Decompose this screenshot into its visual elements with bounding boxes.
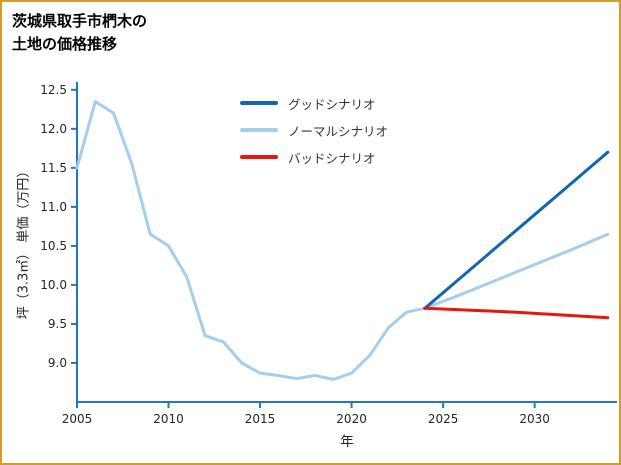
legend-item-good-scenario: グッドシナリオ [240,94,388,112]
chart-title: 茨城県取手市椚木の 土地の価格推移 [12,10,147,55]
legend-label-good-scenario: グッドシナリオ [288,96,376,112]
svg-text:11.5: 11.5 [40,161,67,175]
bad-scenario-line-swatch [240,155,278,159]
svg-text:9.0: 9.0 [48,356,67,370]
svg-text:10.0: 10.0 [40,278,67,292]
svg-text:11.0: 11.0 [40,200,67,214]
chart-legend: グッドシナリオ ノーマルシナリオ バッドシナリオ [240,94,388,166]
svg-text:2005: 2005 [62,412,93,426]
good-scenario-line-swatch [240,101,278,105]
normal-scenario-line-swatch [240,128,278,132]
legend-item-bad-scenario: バッドシナリオ [240,148,388,166]
y-axis-label: 坪（3.3㎡） 単価（万円） [16,164,32,320]
svg-text:2010: 2010 [153,412,184,426]
svg-text:10.5: 10.5 [40,239,67,253]
chart-title-line-2: 土地の価格推移 [12,34,118,53]
legend-item-normal-scenario: ノーマルシナリオ [240,121,388,139]
legend-label-normal-scenario: ノーマルシナリオ [288,123,389,139]
svg-text:2020: 2020 [336,412,367,426]
svg-text:12.0: 12.0 [40,122,67,136]
svg-text:2015: 2015 [245,412,276,426]
svg-text:12.5: 12.5 [40,83,67,97]
legend-label-bad-scenario: バッドシナリオ [288,150,376,166]
svg-text:2030: 2030 [519,412,550,426]
svg-text:2025: 2025 [428,412,459,426]
x-axis-label: 年 [340,434,354,450]
chart-title-line-1: 茨城県取手市椚木の [12,12,148,30]
svg-text:9.5: 9.5 [48,317,67,331]
